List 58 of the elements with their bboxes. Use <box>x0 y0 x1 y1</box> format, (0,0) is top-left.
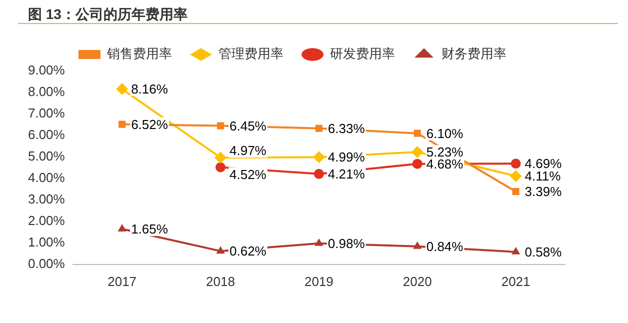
point <box>414 130 421 137</box>
point <box>511 246 520 254</box>
point <box>118 224 126 232</box>
y-tick-label: 4.00% <box>28 170 66 186</box>
y-tick-label: 5.00% <box>28 148 66 164</box>
point <box>314 168 324 179</box>
point <box>411 146 424 158</box>
data-label: 4.69% <box>524 156 562 172</box>
point <box>216 162 226 172</box>
y-tick-label: 7.00% <box>28 106 66 121</box>
point <box>116 83 128 96</box>
y-tick-label: 8.00% <box>28 84 66 100</box>
data-label: 0.98% <box>328 236 366 251</box>
data-label: 4.68% <box>426 156 464 172</box>
point <box>510 158 521 169</box>
data-label: 6.10% <box>426 126 464 141</box>
data-label: 4.52% <box>230 166 267 182</box>
data-label: 6.52% <box>131 116 168 132</box>
point <box>312 151 325 164</box>
y-tick-label: 0.00% <box>28 256 66 271</box>
point <box>216 122 224 130</box>
point <box>512 188 520 196</box>
data-label: 1.65% <box>131 222 168 237</box>
y-tick-label: 1.00% <box>28 234 66 250</box>
data-label: 0.62% <box>230 244 267 259</box>
x-tick-label: 2021 <box>501 274 530 289</box>
x-tick-label: 2020 <box>402 274 432 289</box>
y-tick-label: 6.00% <box>28 127 66 142</box>
data-label: 4.11% <box>524 168 562 184</box>
data-label: 4.99% <box>328 150 366 165</box>
data-label: 4.21% <box>328 166 366 182</box>
y-tick-label: 9.00% <box>28 62 66 78</box>
legend-label: 管理费用率 <box>218 46 284 62</box>
data-label: 5.23% <box>426 144 464 160</box>
point <box>413 241 422 249</box>
chart-title: 图 13：公司的历年费用率 <box>28 6 188 24</box>
legend-label: 财务费用率 <box>442 46 506 62</box>
data-label: 6.33% <box>328 120 366 136</box>
legend-label: 销售费用率 <box>106 46 172 62</box>
y-tick-label: 3.00% <box>28 192 66 207</box>
x-tick-label: 2018 <box>206 274 235 289</box>
y-tick-label: 2.00% <box>28 213 66 228</box>
data-label: 8.16% <box>131 82 168 97</box>
legend-label: 研发费用率 <box>330 46 395 62</box>
data-label: 0.58% <box>524 244 562 260</box>
data-label: 3.39% <box>524 184 562 200</box>
point <box>216 246 225 254</box>
data-label: 6.45% <box>230 118 267 134</box>
data-label: 4.97% <box>230 143 267 158</box>
point <box>314 238 324 246</box>
point <box>214 152 227 164</box>
x-tick-label: 2017 <box>108 274 137 289</box>
point <box>510 170 522 182</box>
x-tick-label: 2019 <box>304 274 334 289</box>
point <box>412 158 422 169</box>
data-label: 0.84% <box>426 238 464 254</box>
point <box>118 120 126 128</box>
point <box>315 124 322 132</box>
